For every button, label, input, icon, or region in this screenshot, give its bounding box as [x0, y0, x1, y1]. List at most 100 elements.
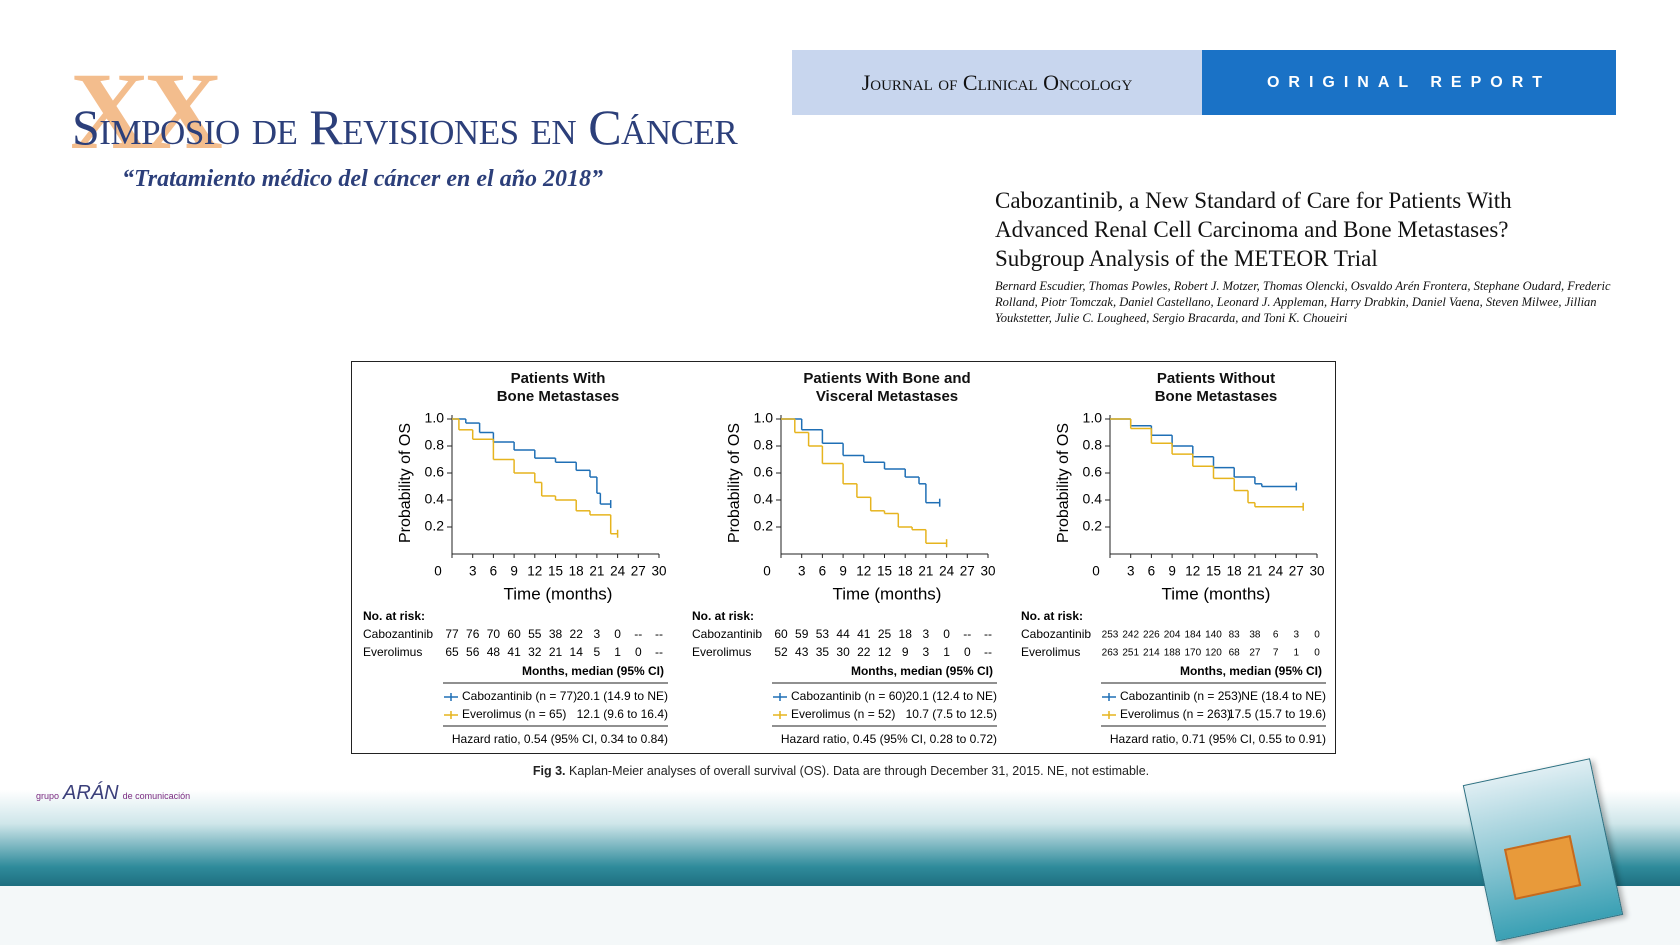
x-tick-label: 27	[631, 564, 646, 579]
caption-label: Fig 3.	[532, 764, 566, 778]
x-tick-label: 15	[1206, 564, 1221, 579]
report-label: ORIGINAL REPORT	[1266, 73, 1552, 91]
x-tick-label: 6	[490, 564, 498, 579]
panel-title: Patients With Bone and Visceral Metastas…	[803, 370, 971, 405]
legend-median: 20.1 (12.4 to NE)	[906, 689, 997, 703]
y-tick-label: 0.8	[425, 437, 445, 453]
x-tick-label: 12	[1185, 564, 1200, 579]
legend-header: Months, median (95% CI)	[522, 664, 664, 678]
risk-count: 18	[899, 627, 913, 641]
panel: Probability of OS 0.2 0.4 0.6 0.8 1.0 0 3 6 9 12 15…	[681, 362, 1010, 753]
risk-row-name: Cabozantinib	[363, 627, 433, 641]
risk-count: 214	[1143, 648, 1160, 659]
x-tick-label: 9	[510, 564, 518, 579]
y-tick-label: 0.4	[754, 491, 774, 507]
risk-count: 188	[1164, 648, 1181, 659]
y-tick-label: 1.0	[1083, 410, 1103, 426]
y-tick-label: 0.2	[425, 518, 445, 534]
logo-subtitle: “Tratamiento médico del cáncer en el año…	[122, 166, 604, 192]
risk-count: 55	[528, 627, 542, 641]
x-tick-label: 9	[839, 564, 847, 579]
risk-count: 65	[445, 645, 459, 659]
risk-count: 0	[964, 645, 971, 659]
risk-count: 30	[836, 645, 850, 659]
x-tick-label: 6	[1148, 564, 1156, 579]
risk-row-name: Everolimus	[1021, 645, 1080, 659]
risk-count: 27	[1249, 648, 1261, 659]
x-tick-label: 21	[1247, 564, 1262, 579]
risk-count: 1	[614, 645, 621, 659]
risk-count: --	[984, 627, 992, 641]
risk-count: 38	[1249, 630, 1261, 641]
y-tick-label: 0.2	[754, 518, 774, 534]
legend-median: 17.5 (15.7 to 19.6)	[1228, 707, 1326, 721]
risk-count: 263	[1102, 648, 1119, 659]
risk-count: 140	[1205, 630, 1222, 641]
y-tick-label: 0.6	[754, 464, 774, 480]
risk-count: --	[984, 645, 992, 659]
legend-median: 20.1 (14.9 to NE)	[577, 689, 668, 703]
x-tick-label: 0	[1092, 564, 1100, 579]
journal-header: Journal of Clinical Oncology	[792, 50, 1202, 115]
y-tick-label: 0.8	[1083, 437, 1103, 453]
hazard-ratio: Hazard ratio, 0.45 (95% CI, 0.28 to 0.72…	[781, 732, 997, 746]
risk-count: 60	[774, 627, 788, 641]
x-tick-label: 12	[856, 564, 871, 579]
y-tick-label: 0.2	[1083, 518, 1103, 534]
plot: Probability of OS 0.20.40.60.81.00 3 6 9 12 15…	[363, 410, 668, 746]
risk-count: 0	[614, 627, 621, 641]
risk-count: 204	[1164, 630, 1181, 641]
panel: Probability of OS 0.2 0.4 0.6 0.8 1.0 0 3 6 9 12 15…	[1010, 362, 1339, 753]
panel: Probability of OS 0.2 0.4 0.6 0.8 1.0 0 3 6 9 12 15…	[352, 362, 681, 753]
panel-title: Patients With Bone Metastases	[496, 370, 620, 405]
x-tick-label: 6	[819, 564, 827, 579]
risk-count: --	[634, 627, 642, 641]
risk-count: 0	[635, 645, 642, 659]
x-axis-label: Time (months)	[833, 584, 942, 603]
risk-count: 21	[549, 645, 563, 659]
risk-count: 59	[795, 627, 809, 641]
risk-row-name: Everolimus	[692, 645, 751, 659]
risk-count: 120	[1205, 648, 1222, 659]
risk-count: 14	[570, 645, 584, 659]
legend-name: Everolimus (n = 52)	[791, 707, 895, 721]
y-tick-label: 1.0	[754, 410, 774, 426]
risk-count: 38	[549, 627, 563, 641]
x-axis-label: Time (months)	[504, 584, 613, 603]
x-tick-label: 21	[589, 564, 604, 579]
risk-count: 0	[1314, 630, 1320, 641]
hazard-ratio: Hazard ratio, 0.54 (95% CI, 0.34 to 0.84…	[452, 732, 668, 746]
risk-count: 12	[878, 645, 892, 659]
risk-count: 68	[1229, 648, 1241, 659]
risk-count: 83	[1229, 630, 1241, 641]
report-header: ORIGINAL REPORT	[1202, 50, 1616, 115]
x-tick-label: 3	[1127, 564, 1135, 579]
x-tick-label: 30	[651, 564, 666, 579]
article-title: Cabozantinib, a New Standard of Care for…	[995, 188, 1512, 271]
risk-count: 60	[507, 627, 521, 641]
x-tick-label: 0	[763, 564, 771, 579]
risk-count: 3	[923, 645, 930, 659]
x-tick-label: 3	[469, 564, 477, 579]
hazard-ratio: Hazard ratio, 0.71 (95% CI, 0.55 to 0.91…	[1110, 732, 1326, 746]
legend-median: NE (18.4 to NE)	[1241, 689, 1326, 703]
x-tick-label: 12	[527, 564, 542, 579]
caption-text: Kaplan-Meier analyses of overall surviva…	[569, 764, 1150, 778]
y-tick-label: 0.8	[754, 437, 774, 453]
risk-count: 43	[795, 645, 809, 659]
risk-count: 3	[923, 627, 930, 641]
risk-count: 44	[836, 627, 850, 641]
x-tick-label: 9	[1168, 564, 1176, 579]
publisher-name: ARÁN	[63, 782, 119, 804]
logo-title: Simposio de Revisiones en Cáncer	[72, 99, 738, 155]
risk-count: 6	[1273, 630, 1279, 641]
x-tick-label: 27	[960, 564, 975, 579]
risk-count: 3	[594, 627, 601, 641]
plot: Probability of OS 0.20.40.60.81.00 3 6 9 12 15…	[692, 410, 997, 746]
figure-box: Probability of OS 0.2 0.4 0.6 0.8 1.0 0 3 6 9 12 15…	[351, 361, 1336, 754]
legend-name: Cabozantinib (n = 60)	[791, 689, 906, 703]
risk-count: 184	[1184, 630, 1201, 641]
risk-count: 251	[1122, 648, 1139, 659]
x-tick-label: 0	[434, 564, 442, 579]
x-axis-label: Time (months)	[1162, 584, 1271, 603]
